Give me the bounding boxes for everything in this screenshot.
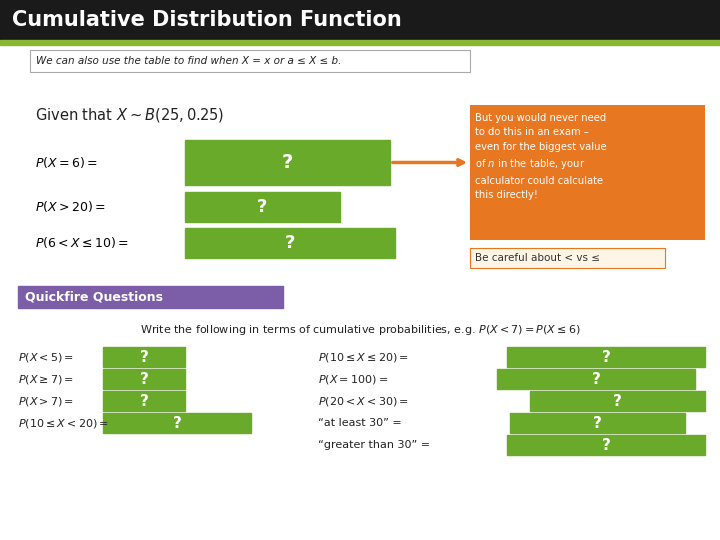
Text: ?: ?	[602, 349, 611, 364]
Text: ?: ?	[173, 415, 181, 430]
FancyBboxPatch shape	[30, 50, 470, 72]
Text: We can also use the table to find when X = x or a ≤ X ≤ b.: We can also use the table to find when X…	[36, 56, 341, 66]
Text: But you would never need
to do this in an exam –
even for the biggest value
of $: But you would never need to do this in a…	[475, 113, 607, 200]
Text: ?: ?	[602, 437, 611, 453]
Text: ?: ?	[140, 372, 148, 387]
Bar	[497, 369, 695, 389]
Text: $P(10 \leq X < 20) =$: $P(10 \leq X < 20) =$	[18, 416, 109, 429]
Text: $P(10 \leq X \leq 20) =$: $P(10 \leq X \leq 20) =$	[318, 350, 409, 363]
Text: ?: ?	[613, 394, 622, 408]
Text: “at least 30” =: “at least 30” =	[318, 418, 402, 428]
Bar	[507, 435, 705, 455]
Bar	[530, 391, 705, 411]
FancyBboxPatch shape	[470, 105, 705, 240]
Bar	[185, 192, 340, 222]
Text: Be careful about < vs ≤: Be careful about < vs ≤	[475, 253, 600, 263]
Text: ?: ?	[140, 349, 148, 364]
Text: ?: ?	[593, 415, 602, 430]
Text: ?: ?	[592, 372, 600, 387]
Text: $P(X > 20) =$: $P(X > 20) =$	[35, 199, 106, 214]
Text: $P(20 < X < 30) =$: $P(20 < X < 30) =$	[318, 395, 409, 408]
Bar	[18, 286, 283, 308]
Text: $P(X < 5) =$: $P(X < 5) =$	[18, 350, 74, 363]
Text: Cumulative Distribution Function: Cumulative Distribution Function	[12, 10, 402, 30]
Bar	[510, 413, 685, 433]
Bar	[185, 140, 390, 185]
Bar	[507, 347, 705, 367]
FancyBboxPatch shape	[470, 248, 665, 268]
Text: “greater than 30” =: “greater than 30” =	[318, 440, 430, 450]
Bar	[103, 347, 185, 367]
Text: $P(X \geq 7) =$: $P(X \geq 7) =$	[18, 373, 74, 386]
Text: $P(6 < X \leq 10) =$: $P(6 < X \leq 10) =$	[35, 235, 129, 251]
Text: ?: ?	[282, 153, 293, 172]
Text: $P(X = 100) =$: $P(X = 100) =$	[318, 373, 388, 386]
Bar	[103, 413, 251, 433]
Text: Quickfire Questions: Quickfire Questions	[25, 291, 163, 303]
Text: ?: ?	[285, 234, 295, 252]
Text: $P(X = 6) =$: $P(X = 6) =$	[35, 155, 98, 170]
Bar	[0, 40, 720, 45]
Text: ?: ?	[257, 198, 268, 216]
Text: $P(X > 7) =$: $P(X > 7) =$	[18, 395, 74, 408]
Bar	[185, 228, 395, 258]
Text: Given that $X\sim B(25, 0.25)$: Given that $X\sim B(25, 0.25)$	[35, 106, 225, 124]
Bar	[0, 0, 720, 40]
Bar	[103, 369, 185, 389]
Bar	[103, 391, 185, 411]
Text: Write the following in terms of cumulative probabilities, e.g. $P(X < 7) = P(X \: Write the following in terms of cumulati…	[140, 323, 580, 337]
Text: ?: ?	[140, 394, 148, 408]
